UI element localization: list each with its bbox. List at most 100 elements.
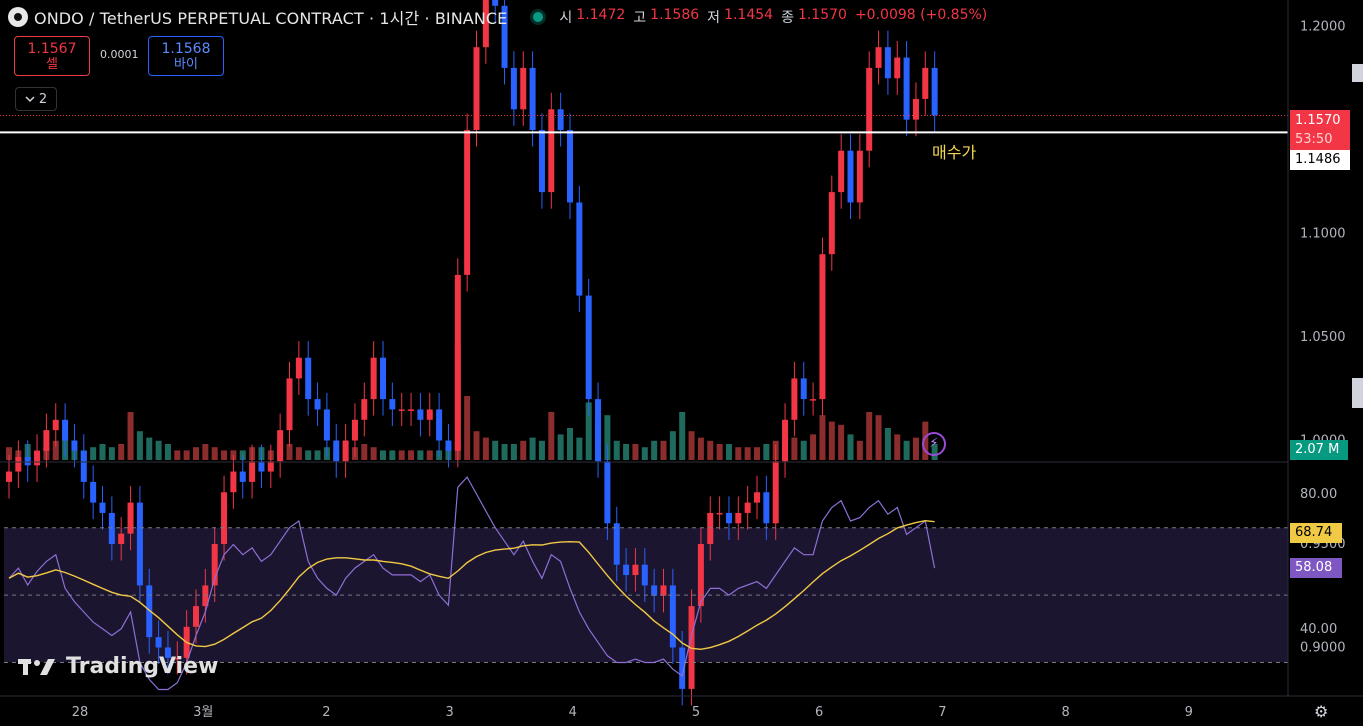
volume-bar xyxy=(744,447,751,460)
volume-bar xyxy=(707,440,714,460)
volume-bar xyxy=(735,447,742,460)
low-value: 1.1454 xyxy=(724,7,774,23)
last-price: 1.1570 xyxy=(1295,113,1341,128)
candle xyxy=(595,399,602,462)
candle xyxy=(118,533,125,544)
candle-countdown: 53:50 xyxy=(1295,132,1333,147)
candle xyxy=(221,492,228,544)
volume-bar xyxy=(604,415,611,460)
time-axis: 28 3월 2 3 4 5 6 7 8 9 xyxy=(72,705,1193,720)
settings-gear-icon[interactable]: ⚙ xyxy=(1314,702,1329,721)
candle xyxy=(146,585,153,638)
volume-bar xyxy=(127,412,134,460)
volume-bar xyxy=(99,444,106,460)
volume-bar xyxy=(894,434,901,460)
candle xyxy=(538,130,545,193)
scroll-right-button-2[interactable] xyxy=(1352,378,1363,408)
candle xyxy=(838,150,845,193)
time-tick-label: 8 xyxy=(1061,705,1069,720)
candle xyxy=(791,378,798,420)
price-lines xyxy=(0,115,1288,134)
candle xyxy=(922,67,929,99)
candle xyxy=(389,399,396,410)
candle xyxy=(52,419,59,431)
candle xyxy=(632,564,639,576)
candle xyxy=(24,457,31,466)
volume-bar xyxy=(763,444,770,460)
last-price-tag: 1.1570 53:50 xyxy=(1290,110,1350,150)
candle xyxy=(361,399,368,420)
volume-bar xyxy=(380,450,386,460)
volume-bar xyxy=(838,424,845,460)
candle xyxy=(604,461,611,524)
volume-bar xyxy=(164,444,171,460)
volume-bar xyxy=(679,412,686,460)
time-tick-label: 7 xyxy=(938,705,946,720)
symbol-title[interactable]: ONDO / TetherUS PERPETUAL CONTRACT · 1시간… xyxy=(34,9,508,28)
volume-bar xyxy=(651,440,658,460)
candle xyxy=(679,647,686,689)
time-tick-label: 9 xyxy=(1185,705,1193,720)
candle xyxy=(370,357,377,400)
candle xyxy=(707,512,714,544)
candle xyxy=(912,98,919,120)
volume-bar xyxy=(697,437,704,460)
watermark-text: TradingView xyxy=(66,654,219,679)
candle xyxy=(286,378,293,431)
rsi-ma-line xyxy=(8,519,935,651)
volume-bar xyxy=(193,447,199,460)
candle xyxy=(99,502,106,513)
candle xyxy=(772,461,779,524)
buy-button[interactable]: 1.1568 바이 xyxy=(148,36,224,76)
volume-bar xyxy=(305,450,312,460)
volume-bar xyxy=(501,444,508,460)
candle xyxy=(398,409,405,411)
volume-bar xyxy=(295,447,302,460)
sell-price: 1.1567 xyxy=(27,41,77,57)
candle xyxy=(436,409,443,441)
volume-bar xyxy=(800,440,807,460)
candle xyxy=(314,399,321,410)
volume-bar xyxy=(492,440,499,460)
candle xyxy=(90,481,97,503)
candle xyxy=(426,409,433,420)
candle xyxy=(884,47,891,79)
candle xyxy=(136,502,143,586)
buy-price-annotation: 매수가 xyxy=(932,143,977,162)
candle xyxy=(529,67,536,130)
volume-bar xyxy=(510,444,517,460)
candle xyxy=(735,512,742,524)
lightning-alert-icon[interactable]: ⚡ xyxy=(922,432,946,456)
candle xyxy=(800,378,807,400)
volume-bar xyxy=(408,450,415,460)
candle xyxy=(482,0,489,48)
volume-bar xyxy=(108,447,115,460)
volume-bar xyxy=(389,450,396,460)
candle xyxy=(305,357,312,400)
sell-button[interactable]: 1.1567 셀 xyxy=(14,36,90,76)
volume-bar xyxy=(791,437,798,460)
candle xyxy=(763,492,770,524)
volume-bar xyxy=(725,444,732,460)
candle xyxy=(445,440,452,451)
candle xyxy=(576,202,583,296)
tradingview-logo-icon xyxy=(18,658,55,675)
price-tick-label: 1.0500 xyxy=(1300,330,1346,345)
volume-bar xyxy=(118,444,125,460)
scroll-right-button[interactable] xyxy=(1352,64,1363,82)
volume-tag: 2.07 M xyxy=(1290,440,1348,460)
volume-bar xyxy=(875,415,882,460)
rsi-tag: 58.08 xyxy=(1290,558,1342,578)
chevron-down-icon xyxy=(25,96,35,103)
candle xyxy=(408,409,415,411)
symbol-name: ONDO / TetherUS PERPETUAL CONTRACT xyxy=(34,9,364,28)
candle xyxy=(856,150,863,203)
candle xyxy=(239,471,246,482)
candle xyxy=(80,450,87,482)
volume-bar xyxy=(613,440,620,460)
buy-line-tag: 1.1486 xyxy=(1290,150,1350,170)
indicator-toggle-button[interactable]: 2 xyxy=(15,87,57,111)
volume-bar xyxy=(669,431,676,460)
candle xyxy=(267,461,274,472)
